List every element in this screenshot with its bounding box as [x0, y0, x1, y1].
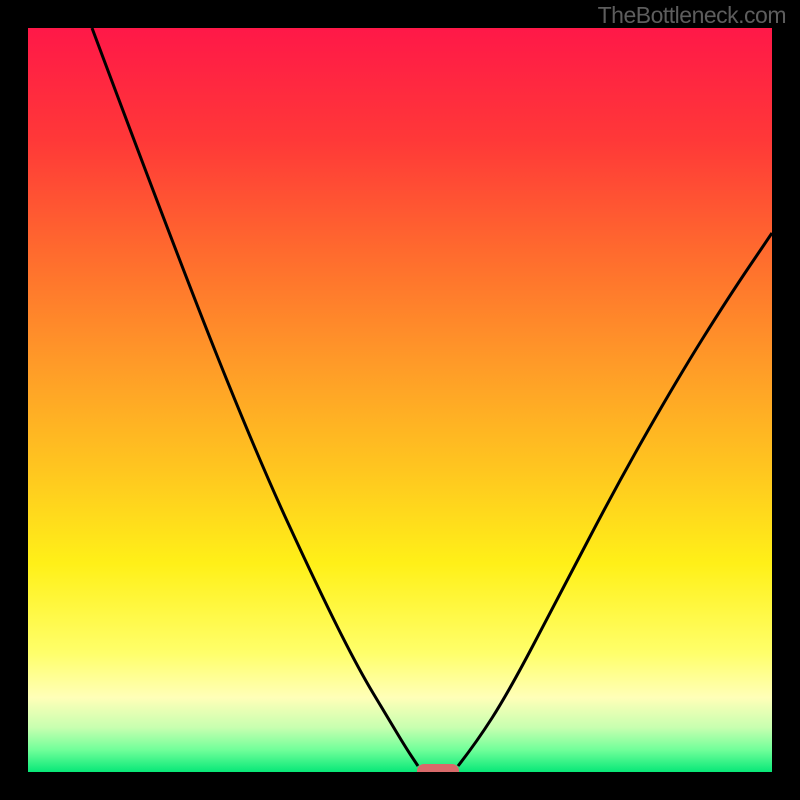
- optimal-marker: [417, 764, 459, 772]
- gradient-background: [28, 28, 772, 772]
- watermark-text: TheBottleneck.com: [598, 2, 786, 29]
- chart-container: TheBottleneck.com: [0, 0, 800, 800]
- bottleneck-plot: [28, 28, 772, 772]
